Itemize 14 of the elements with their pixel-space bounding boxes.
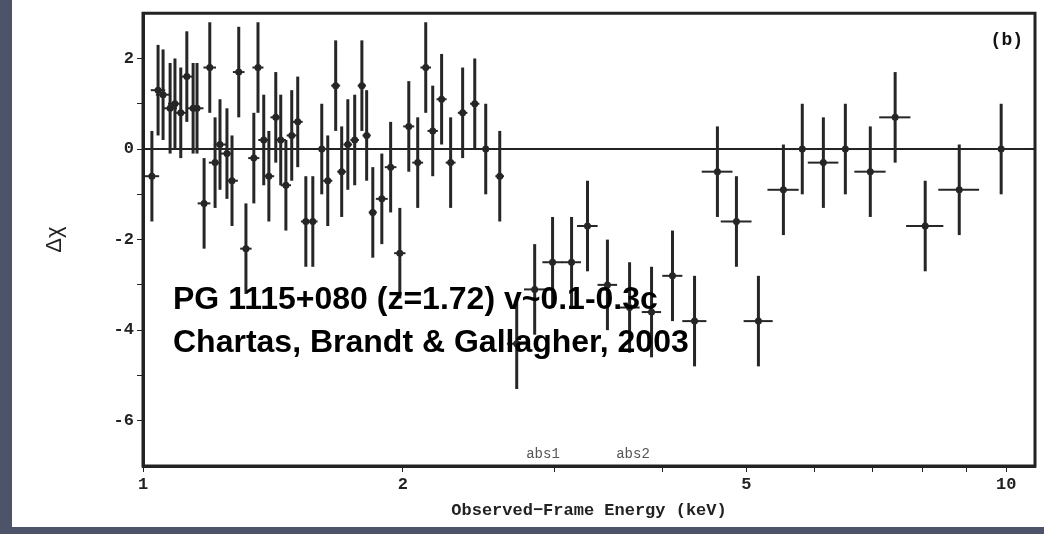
annotation: abs1 bbox=[526, 445, 560, 462]
y-tick-label: 0 bbox=[123, 139, 134, 159]
x-tick-label: 2 bbox=[397, 475, 408, 495]
x-tick-label: 5 bbox=[741, 475, 752, 495]
y-axis-title: Δχ bbox=[41, 226, 67, 253]
x-tick-label: 1 bbox=[137, 475, 149, 495]
annotation: abs2 bbox=[616, 445, 650, 462]
x-tick-label: 10 bbox=[995, 475, 1017, 495]
annotation: (b) bbox=[990, 29, 1023, 50]
x-axis-title: Observed−Frame Energy (keV) bbox=[451, 501, 727, 521]
y-tick-label: -4 bbox=[113, 320, 134, 340]
y-tick-label: -2 bbox=[113, 229, 134, 249]
y-tick-label: 2 bbox=[123, 48, 134, 68]
y-tick-label: -6 bbox=[113, 411, 134, 430]
